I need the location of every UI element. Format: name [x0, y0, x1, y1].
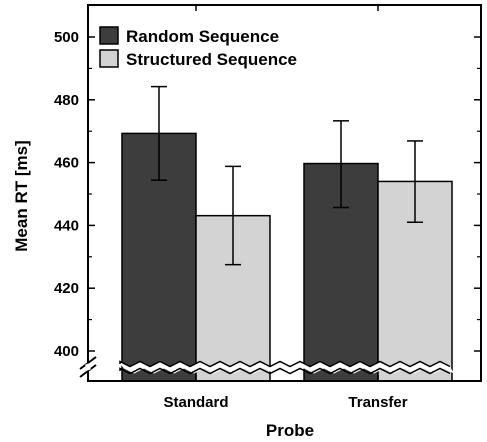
y-tick-label: 460: [54, 155, 79, 172]
x-axis-title: Probe: [266, 421, 314, 440]
error-bar-random-sequence-transfer: [333, 120, 349, 209]
x-tick-label-standard: Standard: [163, 394, 228, 411]
axis-break-line-top: [119, 360, 451, 368]
y-tick-label: 500: [54, 29, 79, 46]
axis-break-band: [120, 361, 454, 374]
legend: Random Sequence Structured Sequence: [99, 26, 297, 69]
axis-break-mark: [79, 356, 97, 370]
y-tick-label: 440: [54, 217, 79, 234]
x-tick-label-transfer: Transfer: [348, 394, 407, 411]
legend-swatch-random: [99, 26, 119, 45]
axis-break-mark: [79, 364, 97, 378]
error-bar-structured-sequence-standard: [225, 165, 241, 266]
error-bar-random-sequence-standard: [151, 85, 167, 181]
error-bar-structured-sequence-transfer: [407, 140, 423, 224]
legend-label-structured: Structured Sequence: [126, 50, 297, 69]
legend-swatch-structured: [99, 49, 119, 68]
axis-break-layer: [119, 360, 454, 375]
y-tick-label: 480: [54, 92, 79, 109]
y-tick-label: 420: [54, 280, 79, 297]
axis-break-line-bottom: [119, 367, 451, 375]
y-tick-label: 400: [54, 343, 79, 360]
legend-label-random: Random Sequence: [126, 27, 279, 46]
y-axis-title: Mean RT [ms]: [12, 140, 31, 251]
axis-layer: 400 420 440 460 480 500 Standard Transfer: [54, 5, 481, 411]
error-bars-layer: [151, 85, 423, 266]
plot-frame: [87, 4, 482, 382]
